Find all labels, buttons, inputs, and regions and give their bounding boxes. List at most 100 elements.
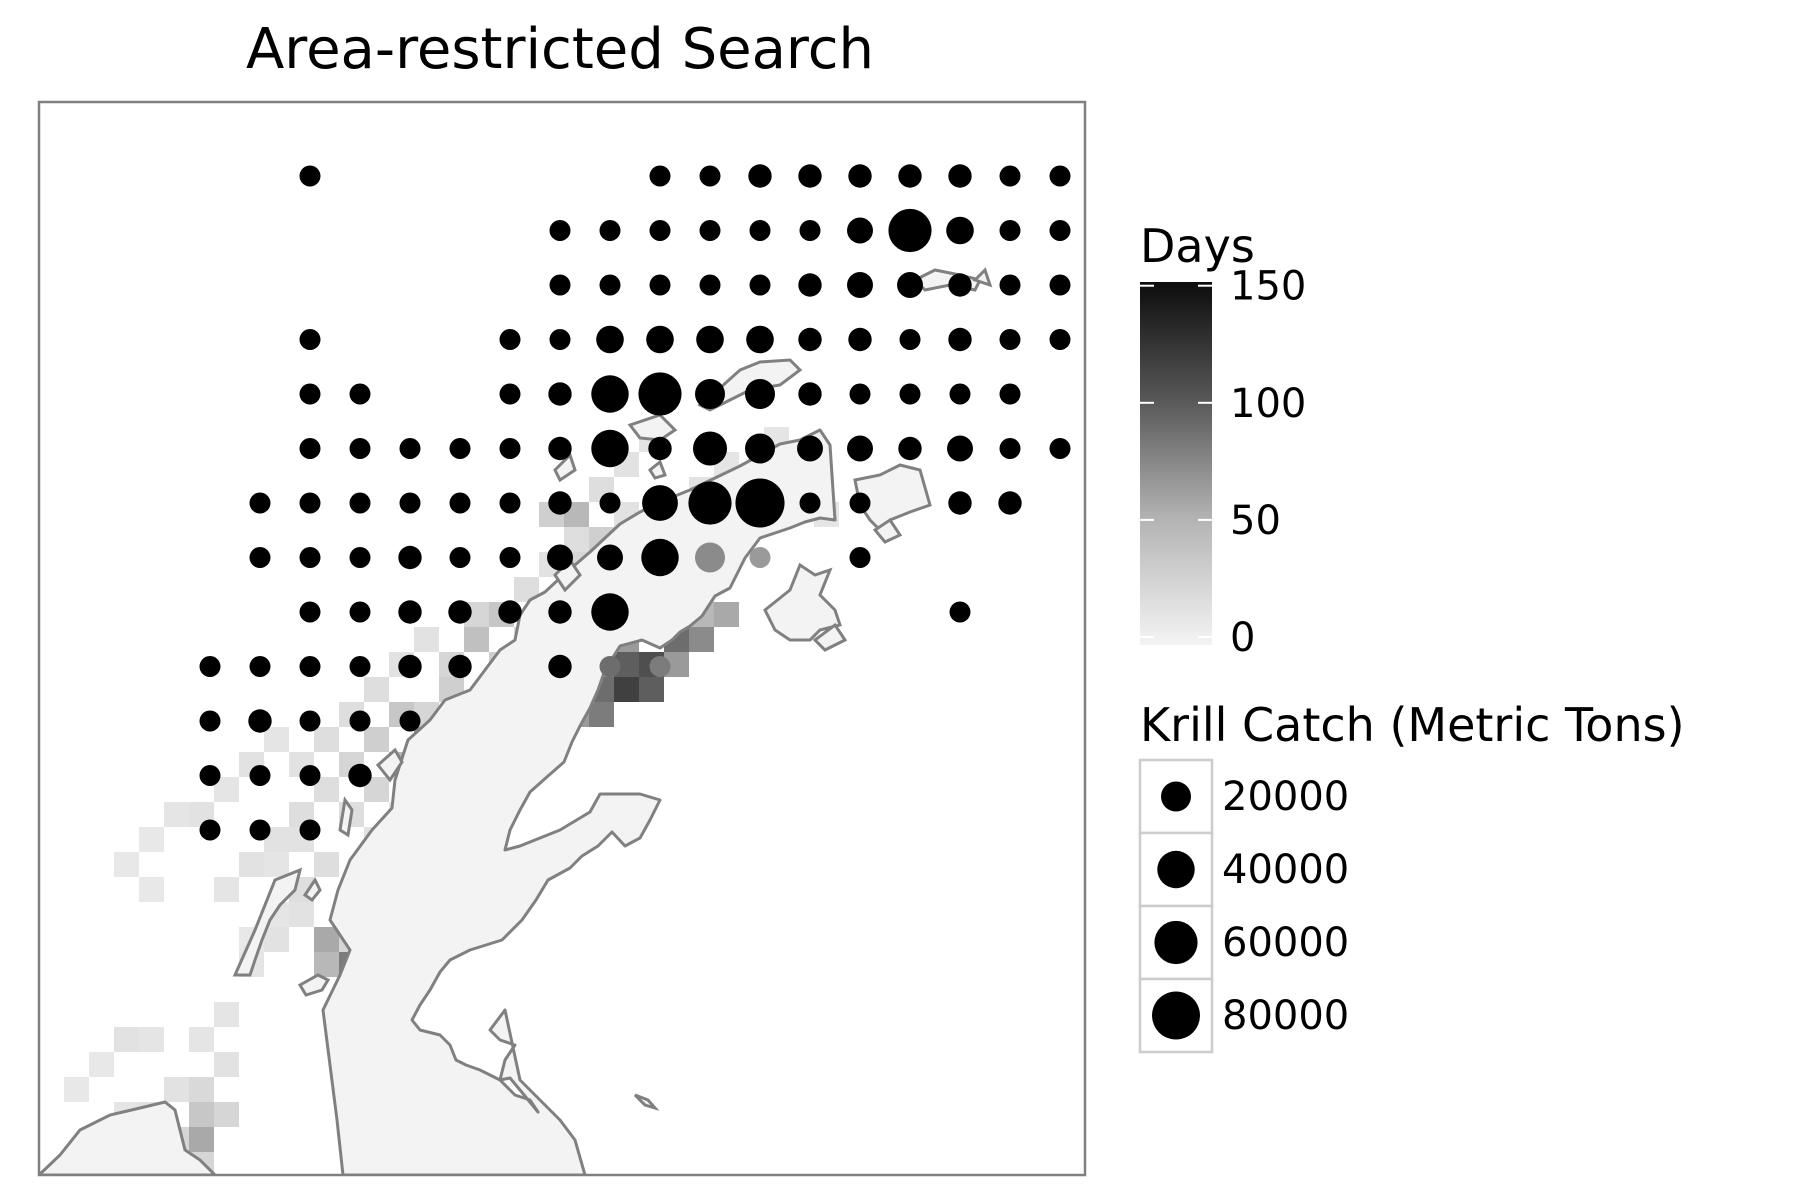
catch-point bbox=[349, 547, 371, 568]
catch-point bbox=[849, 492, 871, 514]
legend-catch-key-label: 80000 bbox=[1222, 993, 1349, 1039]
catch-point bbox=[249, 765, 271, 786]
catch-point bbox=[748, 164, 772, 188]
catch-point bbox=[349, 656, 371, 677]
catch-point bbox=[597, 544, 623, 571]
catch-point bbox=[299, 819, 321, 841]
catch-point bbox=[1049, 165, 1071, 187]
catch-point bbox=[948, 164, 972, 188]
catch-point bbox=[548, 654, 572, 679]
catch-point bbox=[695, 542, 725, 573]
catch-point bbox=[948, 491, 972, 515]
catch-point bbox=[548, 382, 572, 406]
heat-cell bbox=[264, 727, 289, 752]
catch-point bbox=[599, 274, 621, 296]
heat-cell bbox=[64, 1077, 89, 1102]
heat-cell bbox=[314, 852, 339, 877]
catch-point bbox=[349, 438, 371, 459]
catch-point bbox=[599, 656, 621, 677]
catch-point bbox=[599, 220, 621, 241]
catch-point bbox=[498, 600, 522, 624]
heat-cell bbox=[689, 627, 714, 652]
heat-cell bbox=[164, 1177, 189, 1200]
catch-point bbox=[1049, 438, 1071, 459]
catch-point bbox=[638, 372, 682, 416]
catch-point bbox=[596, 325, 624, 354]
island-west-3 bbox=[302, 877, 322, 903]
heat-cell bbox=[264, 852, 289, 877]
catch-point bbox=[199, 656, 221, 677]
catch-point bbox=[946, 216, 974, 245]
catch-point bbox=[249, 819, 271, 841]
catch-point bbox=[199, 765, 221, 786]
island-east-1 bbox=[763, 562, 842, 642]
catch-point bbox=[749, 274, 771, 296]
catch-point bbox=[849, 547, 871, 568]
catch-point bbox=[449, 438, 471, 459]
catch-point bbox=[549, 220, 571, 241]
catch-point bbox=[849, 383, 871, 405]
catch-point bbox=[349, 710, 371, 732]
heat-cell bbox=[589, 702, 614, 727]
legend-days-title: Days bbox=[1140, 219, 1255, 273]
legend-days: Days 0 50 100 150 bbox=[1140, 219, 1306, 661]
catch-point bbox=[898, 164, 922, 188]
island-north-3 bbox=[648, 459, 667, 480]
catch-point bbox=[399, 492, 421, 514]
legend-catch-key-dot bbox=[1152, 991, 1200, 1040]
catch-point bbox=[398, 654, 422, 679]
catch-point bbox=[899, 383, 921, 405]
legend-catch-key-label: 20000 bbox=[1222, 774, 1349, 820]
catch-point bbox=[888, 208, 932, 253]
legend-catch-key-dot bbox=[1161, 781, 1191, 812]
catch-point bbox=[749, 547, 771, 568]
krill-catch-points bbox=[199, 164, 1071, 841]
catch-point bbox=[349, 601, 371, 623]
catch-point bbox=[898, 436, 922, 461]
catch-point bbox=[248, 709, 272, 733]
catch-point bbox=[649, 656, 671, 677]
catch-point bbox=[847, 217, 873, 244]
catch-point bbox=[299, 383, 321, 405]
legend-catch-title: Krill Catch (Metric Tons) bbox=[1140, 698, 1685, 752]
catch-point bbox=[549, 274, 571, 296]
catch-point bbox=[746, 325, 774, 354]
catch-point bbox=[688, 481, 732, 525]
heat-cell bbox=[164, 802, 189, 827]
heat-cell bbox=[189, 1102, 214, 1127]
heat-cell bbox=[464, 627, 489, 652]
heat-cell bbox=[139, 877, 164, 902]
heat-cell bbox=[364, 727, 389, 752]
heat-cell bbox=[314, 727, 339, 752]
catch-point bbox=[199, 819, 221, 841]
catch-point bbox=[591, 593, 629, 631]
catch-point bbox=[299, 710, 321, 732]
catch-point bbox=[448, 600, 472, 624]
catch-point bbox=[949, 601, 971, 623]
catch-point bbox=[299, 547, 321, 568]
island-east-3 bbox=[633, 1093, 660, 1111]
catch-point bbox=[548, 436, 572, 461]
legend-days-tick-label: 0 bbox=[1230, 615, 1255, 661]
catch-point bbox=[798, 164, 822, 188]
catch-point bbox=[646, 325, 674, 354]
catch-point bbox=[947, 435, 973, 462]
catch-point bbox=[648, 436, 672, 461]
heat-cell bbox=[214, 877, 239, 902]
catch-point bbox=[798, 327, 822, 352]
catch-point bbox=[699, 165, 721, 187]
heat-cell bbox=[214, 1002, 239, 1027]
catch-point bbox=[848, 164, 872, 188]
map-panel bbox=[37, 100, 1087, 1200]
catch-point bbox=[1049, 329, 1071, 350]
catch-point bbox=[745, 379, 775, 409]
catch-point bbox=[349, 492, 371, 514]
chart-title: Area-restricted Search bbox=[246, 17, 874, 82]
catch-point bbox=[499, 547, 521, 568]
catch-point bbox=[399, 438, 421, 459]
catch-point bbox=[499, 383, 521, 405]
island-southwest bbox=[39, 1100, 218, 1175]
catch-point bbox=[699, 220, 721, 241]
catch-point bbox=[549, 329, 571, 350]
